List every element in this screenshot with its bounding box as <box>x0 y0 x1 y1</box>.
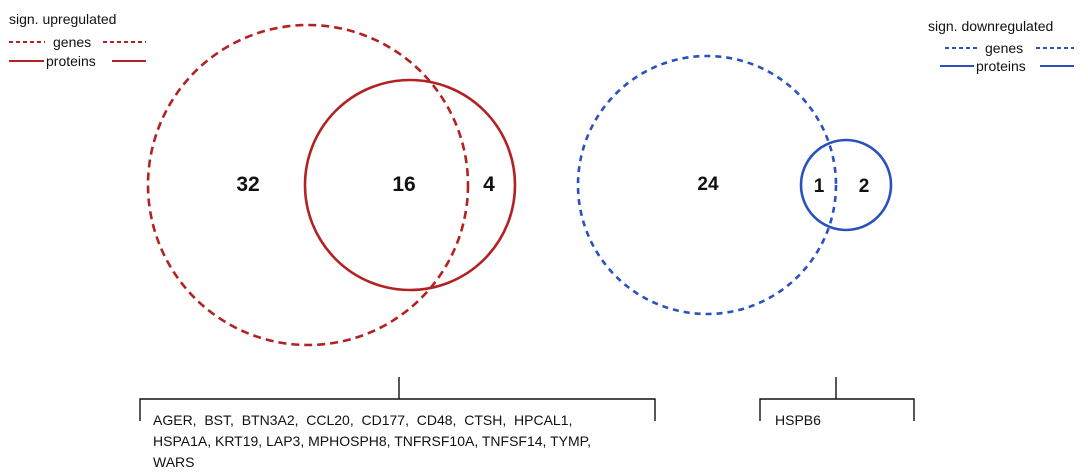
legend-upregulated: sign. upregulated genes proteins <box>9 11 146 69</box>
legend-downregulated: sign. downregulated genes proteins <box>928 18 1074 74</box>
legend-down-proteins-label: proteins <box>976 58 1026 74</box>
legend-up-genes-label: genes <box>53 34 91 50</box>
venn-upregulated: 32 16 4 <box>146 23 517 347</box>
venn-downregulated: 24 1 2 <box>576 54 893 316</box>
up-bracket-frame <box>139 398 656 421</box>
legend-down-title: sign. downregulated <box>928 18 1053 34</box>
up-overlap-bracket <box>139 377 656 421</box>
down-gene-list-line-1: HSPB6 <box>775 412 821 428</box>
up-proteins-circle <box>303 78 517 292</box>
legend-up-proteins-label: proteins <box>46 53 96 69</box>
down-proteins-circle <box>799 138 893 232</box>
up-gene-list-line-3: WARS <box>153 454 194 470</box>
up-genes-only-count: 32 <box>236 173 259 196</box>
up-genes-circle <box>146 23 470 347</box>
up-gene-list-line-2: HSPA1A, KRT19, LAP3, MPHOSPH8, TNFRSF10A… <box>153 433 591 449</box>
up-gene-list-line-1: AGER, BST, BTN3A2, CCL20, CD177, CD48, C… <box>153 412 572 428</box>
up-proteins-only-count: 4 <box>483 173 495 196</box>
up-overlap-count: 16 <box>392 173 415 196</box>
down-genes-only-count: 24 <box>697 174 719 195</box>
down-overlap-count: 1 <box>814 176 825 197</box>
legend-up-title: sign. upregulated <box>9 11 116 27</box>
down-bracket-frame <box>759 398 915 421</box>
legend-down-genes-label: genes <box>985 40 1023 56</box>
down-overlap-bracket <box>759 377 915 421</box>
down-proteins-only-count: 2 <box>859 176 870 197</box>
up-overlap-gene-list: AGER, BST, BTN3A2, CCL20, CD177, CD48, C… <box>153 412 591 470</box>
down-genes-circle <box>576 54 838 316</box>
